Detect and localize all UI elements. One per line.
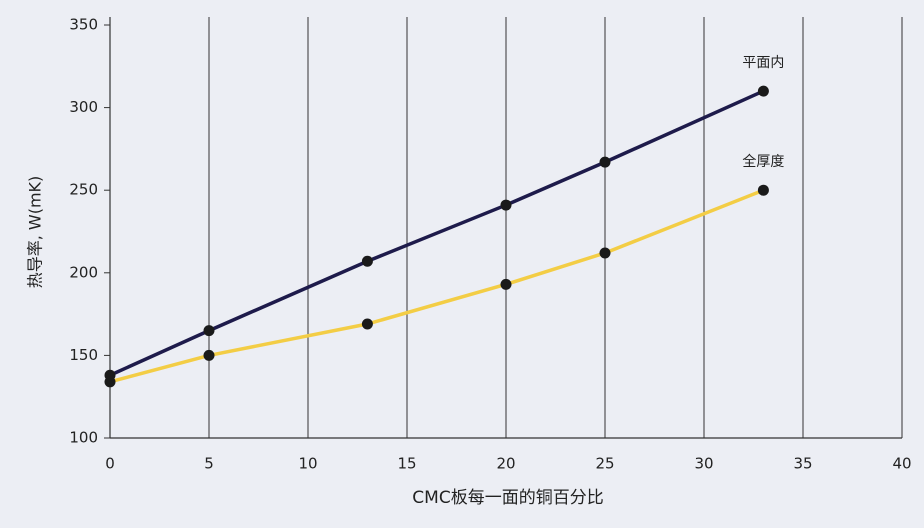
data-point [757, 184, 769, 196]
y-axis-label: 热导率, W(mK) [26, 176, 45, 289]
x-tick-label: 30 [694, 455, 713, 473]
data-point [500, 199, 512, 211]
x-tick-label: 10 [298, 455, 317, 473]
data-point [104, 376, 116, 388]
x-tick-label: 15 [397, 455, 416, 473]
y-tick-label: 250 [69, 181, 98, 199]
series-line [109, 89, 765, 377]
data-point [203, 325, 215, 337]
y-tick-label: 100 [69, 429, 98, 447]
x-tick-label: 35 [793, 455, 812, 473]
data-point [361, 255, 373, 267]
y-tick-label: 300 [69, 98, 98, 116]
data-point [599, 156, 611, 168]
data-point [203, 349, 215, 361]
y-tick-label: 150 [69, 346, 98, 364]
series-label: 平面内 [742, 55, 784, 71]
x-tick-label: 25 [595, 455, 614, 473]
x-tick-label: 5 [204, 455, 214, 473]
data-point [599, 247, 611, 259]
y-tick-label: 200 [69, 263, 98, 281]
x-tick-label: 0 [105, 455, 115, 473]
x-tick-label: 20 [496, 455, 515, 473]
x-axis-label: CMC板每一面的铜百分比 [412, 488, 603, 508]
data-point [500, 278, 512, 290]
y-tick-label: 350 [69, 16, 98, 34]
x-tick-label: 40 [892, 455, 911, 473]
series-label: 全厚度 [742, 153, 784, 170]
series-line [109, 188, 765, 384]
data-point [757, 85, 769, 97]
data-point [361, 318, 373, 330]
